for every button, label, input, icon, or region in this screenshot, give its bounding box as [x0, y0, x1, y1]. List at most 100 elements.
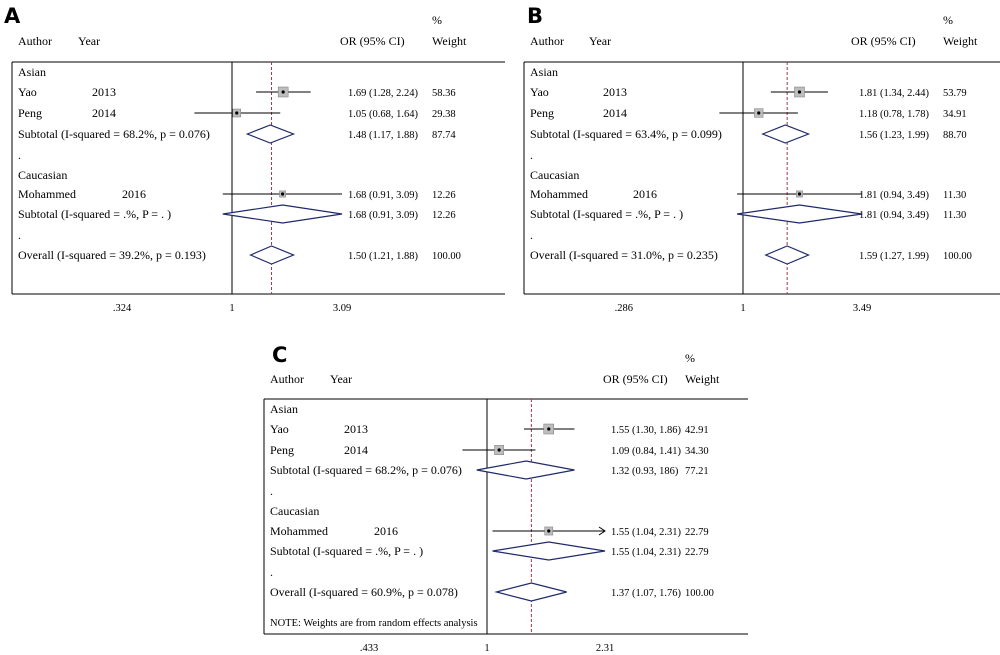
- study-author: Yao: [270, 422, 289, 436]
- point-estimate: [797, 90, 802, 94]
- study-year: 2016: [633, 187, 657, 201]
- study-year: 2014: [92, 106, 116, 120]
- group-label: Asian: [530, 65, 558, 79]
- study-author: Yao: [530, 85, 549, 99]
- overall-diamond: [249, 245, 296, 265]
- x-tick-label: 3.09: [333, 303, 351, 314]
- header-pct: %: [685, 351, 695, 365]
- study-weight-text: 34.30: [685, 446, 709, 457]
- forest-panel-c: C % Author Year OR (95% CI) Weight .433 1 2.31 As…: [263, 343, 748, 654]
- spacer-dot: .: [530, 148, 533, 162]
- spacer-dot: .: [18, 228, 21, 242]
- overall-ci-text: 1.59 (1.27, 1.99): [859, 251, 929, 262]
- study-author: Mohammed: [270, 524, 328, 538]
- header-weight: Weight: [943, 34, 978, 48]
- subtotal-label: Subtotal (I-squared = 68.2%, p = 0.076): [270, 463, 462, 477]
- header-year: Year: [589, 34, 611, 48]
- overall-label: Overall (I-squared = 31.0%, p = 0.235): [530, 248, 718, 262]
- footnote: NOTE: Weights are from random effects an…: [270, 618, 478, 629]
- point-estimate: [757, 111, 761, 115]
- subtotal-weight-text: 22.79: [685, 547, 709, 558]
- ci-arrow: [598, 526, 606, 536]
- study-year: 2013: [344, 422, 368, 436]
- subtotal-diamond: [737, 204, 863, 224]
- spacer-dot: .: [18, 148, 21, 162]
- spacer-dot: .: [270, 484, 273, 498]
- subtotal-label: Subtotal (I-squared = .%, P = . ): [270, 544, 423, 558]
- study-ci-text: 1.68 (0.91, 3.09): [348, 190, 418, 201]
- subtotal-ci-text: 1.68 (0.91, 3.09): [348, 210, 418, 221]
- study-year: 2013: [603, 85, 627, 99]
- study-ci-text: 1.81 (1.34, 2.44): [859, 88, 929, 99]
- subtotal-ci-text: 1.81 (0.94, 3.49): [859, 210, 929, 221]
- spacer-dot: .: [530, 228, 533, 242]
- subtotal-ci-text: 1.56 (1.23, 1.99): [859, 130, 929, 141]
- subtotal-ci-text: 1.55 (1.04, 2.31): [611, 547, 681, 558]
- header-ci: OR (95% CI): [340, 34, 405, 48]
- header-author: Author: [530, 34, 564, 48]
- forest-panel-b: B % Author Year OR (95% CI) Weight .286 1 3.49 As…: [523, 4, 1000, 314]
- overall-diamond: [764, 245, 811, 265]
- overall-weight-text: 100.00: [432, 251, 461, 262]
- study-weight-text: 53.79: [943, 88, 967, 99]
- study-ci-text: 1.55 (1.30, 1.86): [611, 425, 681, 436]
- x-tick-label: .286: [615, 303, 633, 314]
- point-estimate: [797, 192, 802, 196]
- header-pct: %: [432, 13, 442, 27]
- study-weight-text: 11.30: [943, 190, 966, 201]
- x-tick-label: 2.31: [596, 643, 614, 654]
- subtotal-label: Subtotal (I-squared = 68.2%, p = 0.076): [18, 127, 210, 141]
- study-weight-text: 42.91: [685, 425, 709, 436]
- header-weight: Weight: [432, 34, 467, 48]
- study-year: 2014: [603, 106, 627, 120]
- group-label: Caucasian: [530, 168, 579, 182]
- point-estimate: [497, 448, 501, 452]
- study-weight-text: 22.79: [685, 527, 709, 538]
- header-author: Author: [18, 34, 52, 48]
- point-estimate: [281, 90, 285, 94]
- subtotal-label: Subtotal (I-squared = 63.4%, p = 0.099): [530, 127, 722, 141]
- header-author: Author: [270, 372, 304, 386]
- overall-diamond: [494, 582, 567, 602]
- x-tick-label: 1: [229, 303, 234, 314]
- subtotal-label: Subtotal (I-squared = .%, P = . ): [530, 207, 683, 221]
- header-year: Year: [78, 34, 100, 48]
- overall-weight-text: 100.00: [685, 588, 714, 599]
- overall-label: Overall (I-squared = 60.9%, p = 0.078): [270, 585, 458, 599]
- subtotal-ci-text: 1.32 (0.93, 186): [611, 466, 679, 477]
- study-ci-text: 1.05 (0.68, 1.64): [348, 109, 418, 120]
- study-ci-text: 1.69 (1.28, 2.24): [348, 88, 418, 99]
- study-year: 2013: [92, 85, 116, 99]
- point-estimate: [547, 529, 551, 533]
- point-estimate: [547, 427, 551, 431]
- study-ci-text: 1.18 (0.78, 1.78): [859, 109, 929, 120]
- point-estimate: [235, 111, 239, 115]
- panel-letter: C: [272, 343, 287, 367]
- overall-weight-text: 100.00: [943, 251, 972, 262]
- subtotal-diamond: [222, 204, 343, 224]
- study-author: Mohammed: [18, 187, 76, 201]
- study-year: 2014: [344, 443, 368, 457]
- study-weight-text: 58.36: [432, 88, 456, 99]
- forest-panel-a: A % Author Year OR (95% CI) Weight .324 1 3.09 As…: [4, 4, 505, 314]
- header-year: Year: [330, 372, 352, 386]
- spacer-dot: .: [270, 565, 273, 579]
- study-ci-text: 1.55 (1.04, 2.31): [611, 527, 681, 538]
- header-ci: OR (95% CI): [851, 34, 916, 48]
- subtotal-ci-text: 1.48 (1.17, 1.88): [348, 130, 418, 141]
- x-tick-label: 1: [740, 303, 745, 314]
- overall-ci-text: 1.37 (1.07, 1.76): [611, 588, 681, 599]
- subtotal-diamond: [245, 124, 296, 144]
- subtotal-weight-text: 87.74: [432, 130, 456, 141]
- x-tick-label: 1: [484, 643, 489, 654]
- study-author: Peng: [18, 106, 42, 120]
- header-weight: Weight: [685, 372, 720, 386]
- subtotal-diamond: [761, 124, 811, 144]
- header-ci: OR (95% CI): [603, 372, 668, 386]
- panel-letter: B: [527, 4, 543, 28]
- study-year: 2016: [374, 524, 398, 538]
- subtotal-weight-text: 11.30: [943, 210, 966, 221]
- subtotal-diamond: [492, 541, 606, 561]
- study-author: Peng: [270, 443, 294, 457]
